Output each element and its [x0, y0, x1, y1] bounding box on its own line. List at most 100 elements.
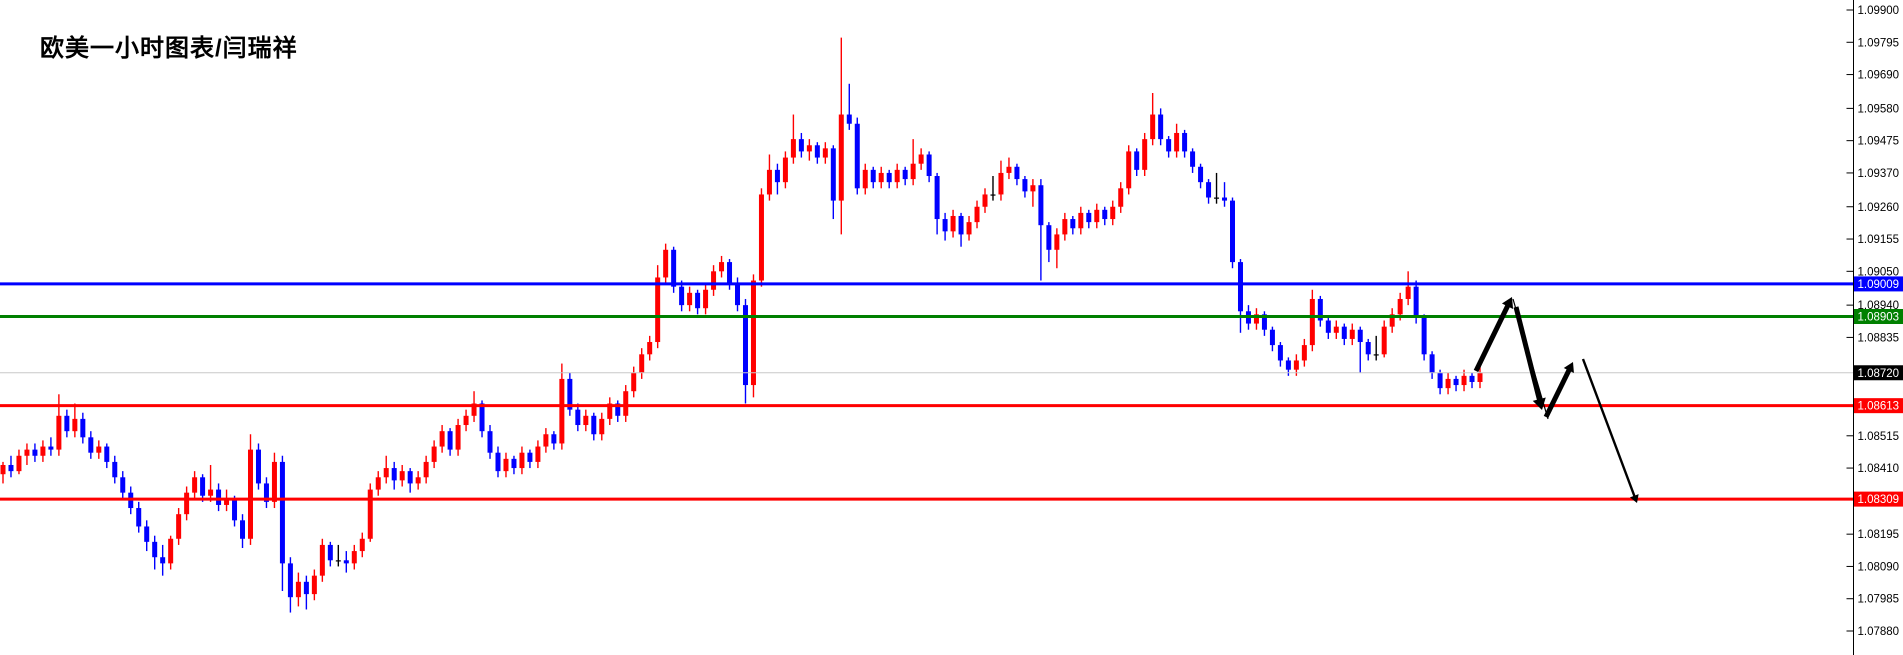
- candle-body: [1477, 372, 1483, 382]
- candle-body: [487, 431, 493, 453]
- candle-body: [918, 154, 924, 164]
- price-badge-label: 1.09009: [1858, 279, 1900, 291]
- candle-body: [56, 415, 62, 450]
- candle-body: [727, 262, 733, 284]
- candle-body: [1110, 206, 1116, 220]
- candle-body: [1453, 378, 1459, 386]
- candle-body: [176, 514, 182, 539]
- projection-down-arrow-2[interactable]: [1581, 358, 1636, 497]
- candle-body: [974, 206, 980, 223]
- axis-tick-label: 1.07880: [1858, 626, 1900, 638]
- candle-body: [335, 560, 341, 562]
- candle-body: [886, 172, 892, 183]
- candle-body: [463, 415, 469, 426]
- candle-body: [455, 425, 461, 450]
- candle-body: [1437, 372, 1443, 389]
- candle-body: [1126, 151, 1132, 189]
- candle-body: [1222, 197, 1228, 201]
- candle-body: [120, 477, 126, 493]
- candle-body: [311, 575, 317, 595]
- candle-body: [247, 449, 253, 539]
- candle-body: [319, 544, 325, 576]
- candle-body: [679, 286, 685, 306]
- candle-body: [742, 305, 748, 386]
- candle-body: [535, 446, 541, 462]
- price-badge-support-red-2: 1.08309: [1854, 491, 1903, 507]
- axis-tick-label: 1.09155: [1858, 234, 1900, 246]
- candle-body: [543, 434, 549, 447]
- candle-body: [1413, 286, 1419, 318]
- candle-body: [287, 563, 293, 598]
- candle-body: [240, 520, 246, 539]
- chart-title: 欧美一小时图表/闫瑞祥: [40, 35, 298, 62]
- candle-body: [447, 431, 453, 450]
- candle-body: [80, 418, 86, 438]
- candle-body: [136, 508, 142, 527]
- candle-body: [1277, 345, 1283, 361]
- candle-body: [255, 449, 261, 484]
- candle-body: [1405, 286, 1411, 299]
- candle-body: [104, 446, 110, 462]
- projection-arrows-layer: [1473, 297, 1639, 503]
- price-axis: 1.09900 1.09795 1.09690 1.09580 1.09475 1.093…: [1846, 0, 1903, 655]
- candle-body: [359, 538, 365, 552]
- projection-up-arrow-1[interactable]: [1473, 304, 1511, 373]
- projection-up-arrow-2[interactable]: [1543, 368, 1572, 419]
- candle-body: [1341, 326, 1347, 339]
- candle-body: [774, 169, 780, 183]
- axis-tick-label: 1.09260: [1858, 202, 1900, 214]
- candle-body: [695, 292, 701, 309]
- candle-body: [1469, 375, 1475, 382]
- projection-down-arrow-1[interactable]: [1513, 306, 1542, 401]
- candle-body: [1166, 139, 1172, 152]
- candle-body: [1253, 314, 1259, 324]
- candle-body: [1006, 166, 1012, 173]
- candle-body: [1054, 234, 1060, 250]
- candle-body: [735, 283, 741, 306]
- candle-body: [144, 526, 150, 542]
- candle-body: [1214, 197, 1220, 199]
- projection-down-arrow-1-head: [1532, 397, 1546, 410]
- axis-tick-label: 1.07985: [1858, 594, 1900, 606]
- candle-body: [607, 403, 613, 419]
- candle-body: [327, 544, 333, 561]
- axis-tick-label: 1.09050: [1858, 266, 1900, 278]
- candle-body: [1134, 151, 1140, 170]
- candle-body: [822, 148, 828, 158]
- level-lines-layer: [0, 282, 1854, 501]
- candle-body: [623, 391, 629, 416]
- price-badge-resistance-blue: 1.09009: [1854, 276, 1903, 292]
- candle-body: [814, 145, 820, 158]
- axis-tick-label: 1.08195: [1858, 529, 1900, 541]
- candle-body: [160, 557, 166, 564]
- candle-body: [1014, 166, 1020, 180]
- axis-tick-label: 1.09475: [1858, 136, 1900, 148]
- candle-body: [1022, 179, 1028, 192]
- candle-body: [782, 157, 788, 183]
- candle-body: [48, 446, 54, 450]
- candle-body: [471, 403, 477, 416]
- projection-down-arrow-2-head: [1629, 494, 1639, 503]
- candle-body: [934, 176, 940, 220]
- candle-body: [1349, 329, 1355, 339]
- candle-body: [926, 154, 932, 177]
- candle-body: [878, 172, 884, 183]
- axis-tick-label: 1.09690: [1858, 70, 1900, 82]
- candle-body: [415, 477, 421, 484]
- axis-tick-label: 1.08410: [1858, 463, 1900, 475]
- candle-body: [200, 477, 206, 496]
- candle-body: [1046, 225, 1052, 250]
- candle-body: [990, 194, 996, 196]
- candle-body: [663, 249, 669, 278]
- candle-body: [1118, 188, 1124, 207]
- candle-body: [527, 452, 533, 462]
- candle-body: [982, 194, 988, 207]
- candle-body: [846, 114, 852, 124]
- candle-body: [671, 249, 677, 287]
- axis-tick-label: 1.09795: [1858, 37, 1900, 49]
- candle-body: [615, 403, 621, 416]
- candle-body: [383, 468, 389, 478]
- candle-body: [495, 452, 501, 472]
- candle-body: [806, 145, 812, 152]
